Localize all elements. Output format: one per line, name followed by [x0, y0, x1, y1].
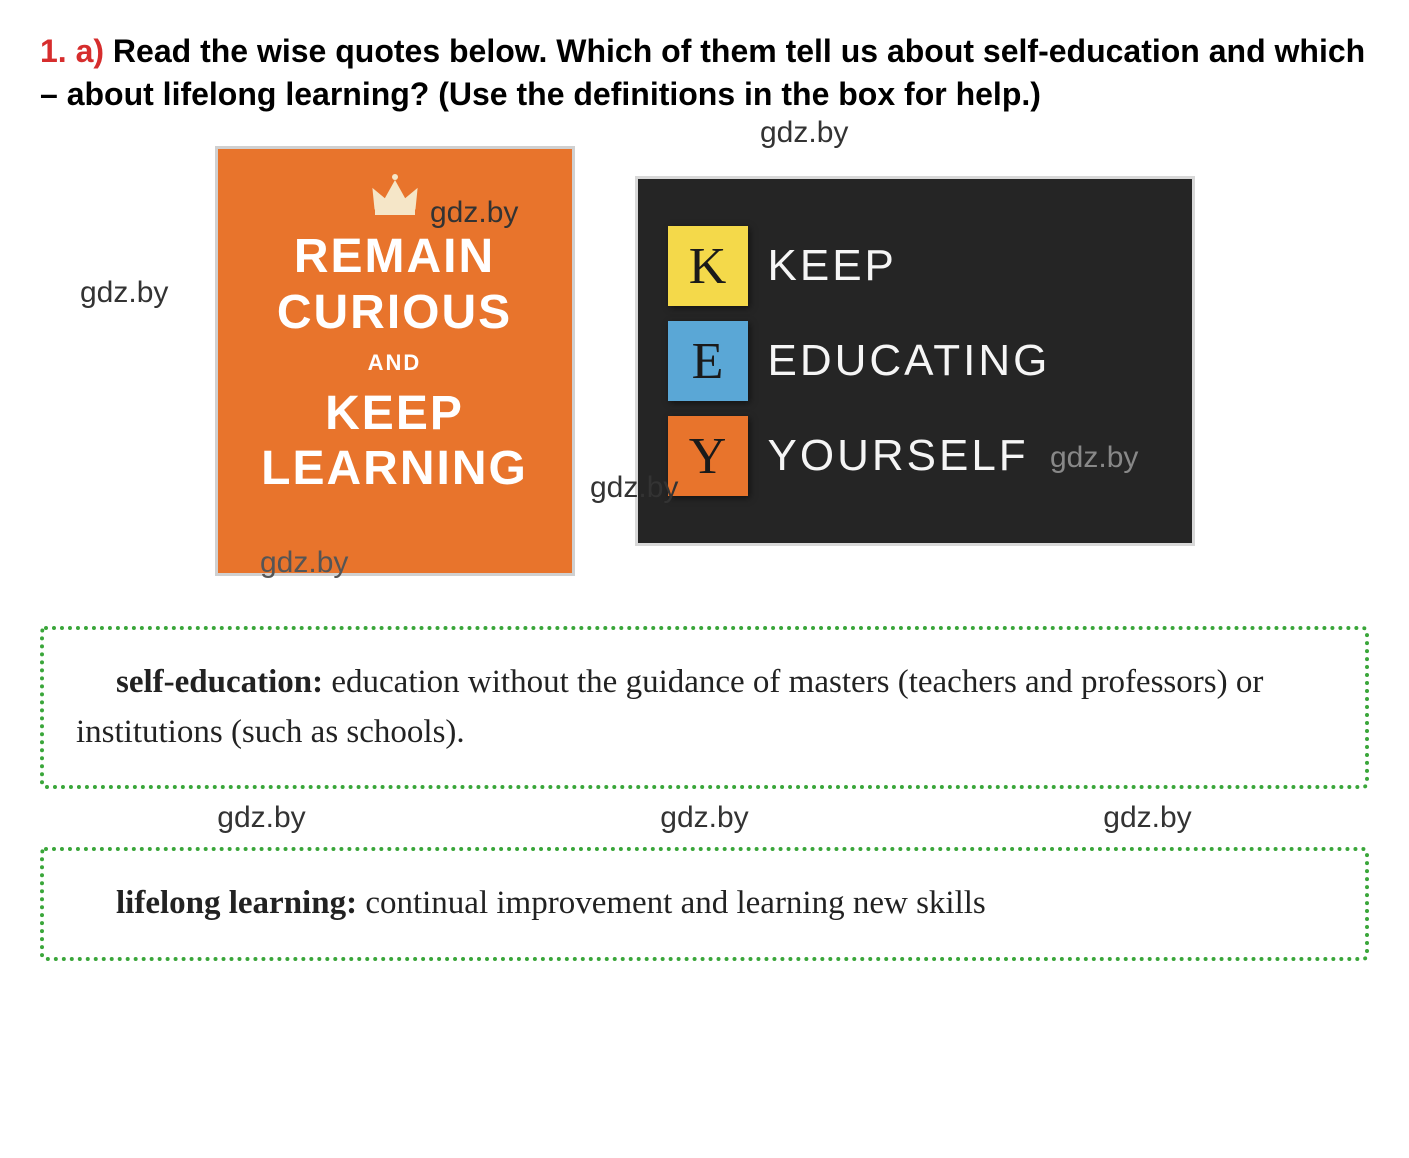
question-text: 1. a) Read the wise quotes below. Which … [40, 30, 1369, 116]
chalk-word-educating: EDUCATING [768, 336, 1051, 386]
def-term-2: lifelong learning: [116, 885, 357, 921]
chalk-row-e: E EDUCATING [668, 321, 1162, 401]
watermark: gdz.by [660, 801, 748, 835]
poster1-line2: CURIOUS [277, 285, 512, 340]
poster1-line3: AND [368, 350, 422, 376]
watermark: gdz.by [80, 276, 168, 310]
question-part: a) [76, 33, 104, 69]
tile-e: E [668, 321, 748, 401]
tile-k: K [668, 226, 748, 306]
poster1-line5: LEARNING [261, 441, 528, 496]
crown-icon [365, 169, 425, 219]
watermark: gdz.by [1103, 801, 1191, 835]
poster1-line4: KEEP [325, 386, 464, 441]
def-term-1: self-education: [116, 664, 323, 700]
chalk-row-y: Y YOURSELF [668, 416, 1162, 496]
poster1-line1: REMAIN [294, 229, 495, 284]
poster-remain-curious: REMAIN CURIOUS AND KEEP LEARNING [215, 146, 575, 576]
def-body-2: continual improvement and learning new s… [357, 885, 986, 921]
tile-y: Y [668, 416, 748, 496]
poster-key: K KEEP E EDUCATING Y YOURSELF [635, 176, 1195, 546]
question-number: 1. [40, 33, 67, 69]
watermark-row: gdz.by gdz.by gdz.by [40, 801, 1369, 835]
watermark: gdz.by [217, 801, 305, 835]
chalk-word-keep: KEEP [768, 241, 897, 291]
chalk-row-k: K KEEP [668, 226, 1162, 306]
chalk-word-yourself: YOURSELF [768, 431, 1029, 481]
posters-row: gdz.by gdz.by gdz.by gdz.by gdz.by gdz.b… [40, 146, 1369, 576]
definition-box-self-education: self-education: education without the gu… [40, 626, 1369, 789]
watermark: gdz.by [760, 116, 848, 150]
question-body: Read the wise quotes below. Which of the… [40, 33, 1365, 112]
definition-box-lifelong-learning: lifelong learning: continual improvement… [40, 847, 1369, 961]
